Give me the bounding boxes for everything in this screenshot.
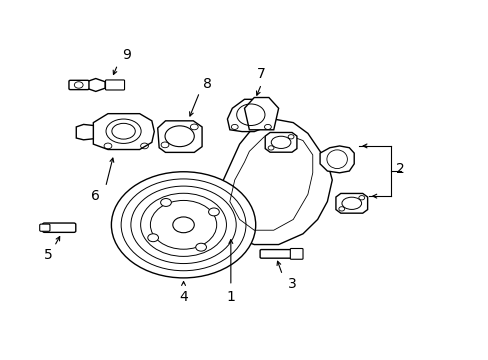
- Circle shape: [195, 243, 206, 251]
- Polygon shape: [227, 99, 272, 132]
- FancyBboxPatch shape: [42, 223, 76, 232]
- FancyBboxPatch shape: [260, 249, 297, 258]
- Polygon shape: [264, 132, 296, 152]
- Text: 8: 8: [203, 77, 212, 91]
- Polygon shape: [215, 119, 331, 244]
- Polygon shape: [335, 193, 367, 213]
- FancyBboxPatch shape: [69, 80, 89, 90]
- Text: 6: 6: [91, 189, 100, 203]
- Circle shape: [160, 198, 171, 206]
- Circle shape: [208, 208, 219, 216]
- Polygon shape: [93, 114, 154, 149]
- Polygon shape: [76, 125, 93, 140]
- Text: 7: 7: [257, 67, 265, 81]
- Circle shape: [147, 234, 158, 242]
- Polygon shape: [158, 121, 202, 152]
- Circle shape: [111, 172, 255, 278]
- Text: 5: 5: [44, 248, 53, 262]
- Text: 3: 3: [287, 277, 296, 291]
- FancyBboxPatch shape: [40, 224, 50, 231]
- Text: 2: 2: [395, 162, 404, 176]
- Circle shape: [172, 217, 194, 233]
- FancyBboxPatch shape: [105, 80, 124, 90]
- Text: 1: 1: [226, 289, 235, 303]
- Text: 9: 9: [122, 48, 131, 62]
- Text: 4: 4: [179, 289, 187, 303]
- Polygon shape: [244, 98, 278, 130]
- FancyBboxPatch shape: [290, 248, 303, 259]
- Polygon shape: [86, 78, 105, 91]
- Polygon shape: [320, 146, 353, 173]
